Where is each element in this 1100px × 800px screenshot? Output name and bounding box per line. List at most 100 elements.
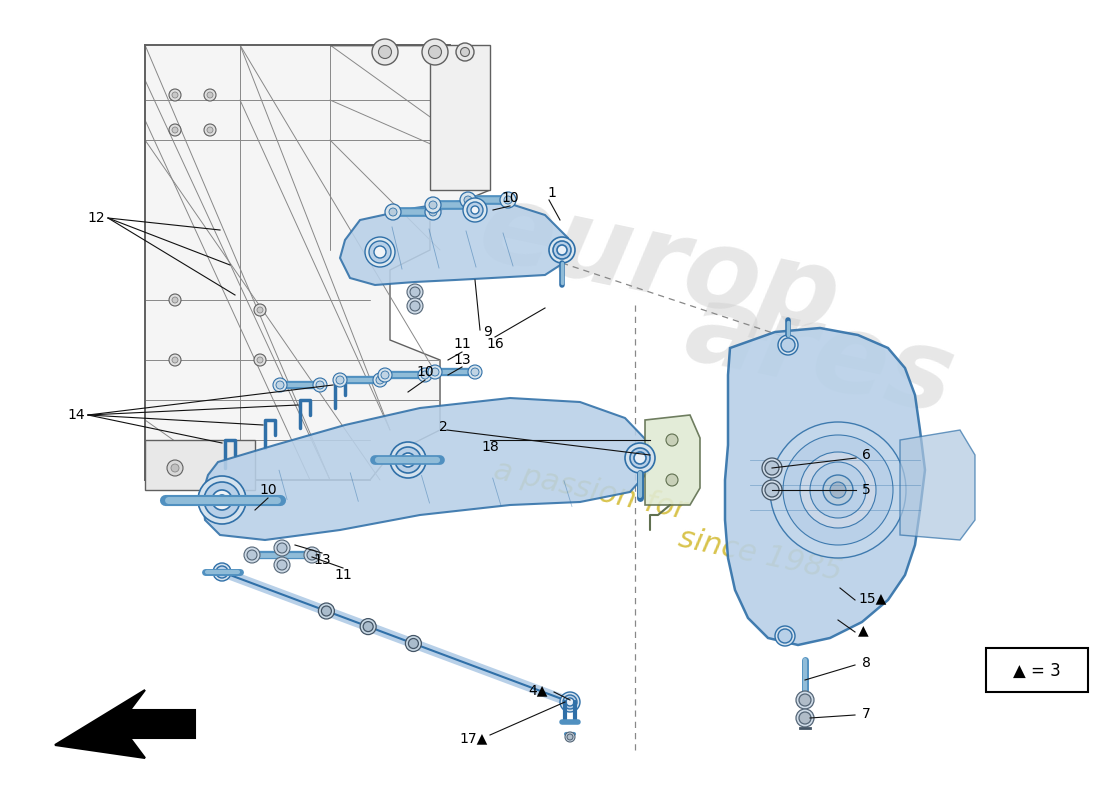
Circle shape [167,460,183,476]
Circle shape [504,196,512,204]
Circle shape [471,206,478,214]
Circle shape [321,606,331,616]
Circle shape [169,294,182,306]
Circle shape [428,365,442,379]
Circle shape [799,694,811,706]
Polygon shape [202,398,648,540]
Circle shape [307,550,317,560]
Text: 13: 13 [314,553,331,567]
Circle shape [385,204,402,220]
Circle shape [333,373,346,387]
Circle shape [431,368,439,376]
Circle shape [314,378,327,392]
Circle shape [381,371,389,379]
Circle shape [257,357,263,363]
Text: 16: 16 [486,337,504,351]
Circle shape [418,368,432,382]
Circle shape [402,453,415,467]
Circle shape [390,442,426,478]
Circle shape [372,39,398,65]
Circle shape [830,482,846,498]
Circle shape [169,124,182,136]
Circle shape [277,560,287,570]
Circle shape [566,698,574,706]
Circle shape [360,618,376,634]
Circle shape [213,563,231,581]
Circle shape [553,241,571,259]
Circle shape [463,198,487,222]
FancyBboxPatch shape [986,648,1088,692]
Circle shape [274,540,290,556]
Circle shape [563,695,578,709]
Circle shape [557,245,566,255]
Circle shape [764,461,779,475]
Polygon shape [645,415,700,505]
Circle shape [254,304,266,316]
Circle shape [277,543,287,553]
Circle shape [172,92,178,98]
Circle shape [204,89,216,101]
Circle shape [666,434,678,446]
Text: 14: 14 [67,408,85,422]
Circle shape [304,547,320,563]
Circle shape [465,197,481,213]
Circle shape [471,368,478,376]
Circle shape [810,462,866,518]
Circle shape [374,246,386,258]
Text: 11: 11 [453,337,471,351]
Circle shape [762,480,782,500]
Polygon shape [330,45,490,190]
Circle shape [216,566,228,578]
Circle shape [823,475,852,505]
Circle shape [762,458,782,478]
Circle shape [468,202,483,218]
Circle shape [565,732,575,742]
Circle shape [764,483,779,497]
Circle shape [254,354,266,366]
Circle shape [410,301,420,311]
Circle shape [625,443,654,473]
Circle shape [796,709,814,727]
Circle shape [212,490,232,510]
Circle shape [634,452,646,464]
Circle shape [666,474,678,486]
Text: 17▲: 17▲ [460,731,488,745]
Circle shape [500,192,516,208]
Circle shape [207,92,213,98]
Text: europ: europ [471,174,849,355]
Circle shape [776,626,795,646]
Polygon shape [145,440,255,490]
Circle shape [421,371,429,379]
Circle shape [799,712,811,724]
Circle shape [461,47,470,57]
Polygon shape [55,690,195,758]
Circle shape [336,376,344,384]
Circle shape [464,196,472,204]
Circle shape [407,284,424,300]
Text: ▲ = 3: ▲ = 3 [1013,662,1060,680]
Circle shape [406,635,421,651]
Text: 4▲: 4▲ [529,683,548,697]
Circle shape [368,241,390,263]
Text: 9: 9 [483,325,492,339]
Text: ▲: ▲ [858,623,869,637]
Circle shape [469,201,477,209]
Circle shape [460,192,476,208]
Text: 18: 18 [481,440,499,454]
Circle shape [172,127,178,133]
Circle shape [244,547,260,563]
Circle shape [274,557,290,573]
Circle shape [778,335,798,355]
Circle shape [781,338,795,352]
Circle shape [549,237,575,263]
Polygon shape [145,45,490,480]
Polygon shape [340,198,568,285]
Circle shape [770,422,906,558]
Circle shape [373,373,387,387]
Circle shape [169,354,182,366]
Circle shape [389,208,397,216]
Circle shape [429,208,437,216]
Circle shape [783,435,893,545]
Text: since 1985: since 1985 [675,523,845,586]
Circle shape [273,378,287,392]
